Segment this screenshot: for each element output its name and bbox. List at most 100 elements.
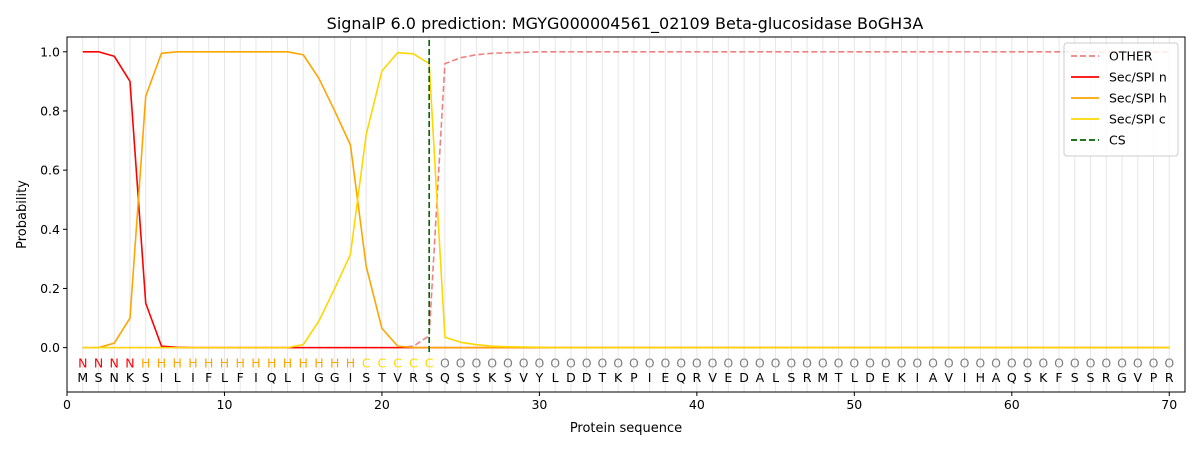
legend: OTHER Sec/SPI n Sec/SPI h Sec/SPI c CS: [1063, 42, 1179, 157]
region-label: O: [739, 355, 749, 370]
y-tick-label: 1.0: [40, 44, 60, 59]
y-axis-ticks: 0.0 0.2 0.4 0.6 0.8 1.0: [40, 44, 67, 355]
region-label: N: [110, 355, 119, 370]
region-label: H: [346, 355, 355, 370]
sequence-residue: I: [191, 370, 195, 385]
sequence-residue: K: [614, 370, 623, 385]
region-label: O: [582, 355, 592, 370]
sequence-residue: D: [582, 370, 592, 385]
sequence-residue: L: [174, 370, 181, 385]
sequence-residue: E: [661, 370, 669, 385]
region-label: O: [881, 355, 891, 370]
region-label: C: [378, 355, 387, 370]
sequence-residue: K: [1039, 370, 1048, 385]
region-label: O: [487, 355, 497, 370]
sequence-residue: A: [929, 370, 938, 385]
region-label: H: [298, 355, 307, 370]
region-label: O: [1038, 355, 1048, 370]
sequence-residue: S: [472, 370, 480, 385]
region-label: N: [94, 355, 103, 370]
sequence-residue: G: [330, 370, 340, 385]
sequence-residue: Q: [440, 370, 450, 385]
region-label: O: [629, 355, 639, 370]
region-label: O: [1023, 355, 1033, 370]
region-label: H: [236, 355, 245, 370]
x-tick-label: 50: [846, 397, 862, 412]
sequence-residue: I: [963, 370, 967, 385]
sequence-residue: M: [77, 370, 88, 385]
sequence-residue: I: [254, 370, 258, 385]
x-tick-label: 30: [531, 397, 547, 412]
sequence-residue: L: [851, 370, 858, 385]
x-tick-label: 40: [689, 397, 705, 412]
region-label: O: [534, 355, 544, 370]
sequence-residue: Q: [676, 370, 686, 385]
region-label: O: [708, 355, 718, 370]
chart-title: SignalP 6.0 prediction: MGYG000004561_02…: [327, 14, 924, 34]
sequence-residue: T: [834, 370, 843, 385]
series-lines: [82, 40, 1170, 354]
sequence-residue: S: [1087, 370, 1095, 385]
region-label: O: [834, 355, 844, 370]
series-line-sec-spi-c: [82, 51, 1170, 349]
sequence-residue: R: [693, 370, 702, 385]
grid-lines: [82, 37, 1170, 392]
sequence-residue: Q: [267, 370, 277, 385]
sequence-residue: T: [598, 370, 607, 385]
region-label: H: [204, 355, 213, 370]
region-label: H: [330, 355, 339, 370]
legend-label-sec-spi-c: Sec/SPI c: [1109, 112, 1166, 127]
sequence-residue: F: [1055, 370, 1062, 385]
sequence-residue: G: [314, 370, 324, 385]
region-label: O: [566, 355, 576, 370]
region-label: O: [471, 355, 481, 370]
legend-label-sec-spi-h: Sec/SPI h: [1109, 91, 1167, 106]
legend-label-cs: CS: [1109, 133, 1126, 148]
region-label: H: [188, 355, 197, 370]
region-label: C: [393, 355, 402, 370]
sequence-residue: P: [630, 370, 638, 385]
sequence-residue: D: [865, 370, 875, 385]
sequence-residue: S: [504, 370, 512, 385]
region-label: O: [928, 355, 938, 370]
sequence-residue: Y: [535, 370, 544, 385]
region-label: O: [676, 355, 686, 370]
sequence-residue: T: [377, 370, 386, 385]
sequence-residue: N: [110, 370, 119, 385]
y-tick-label: 0.4: [40, 222, 60, 237]
region-label: H: [220, 355, 229, 370]
region-label: O: [440, 355, 450, 370]
sequence-residue: R: [1165, 370, 1174, 385]
region-label: H: [267, 355, 276, 370]
sequence-residue: L: [552, 370, 559, 385]
region-label: C: [362, 355, 371, 370]
sequence-residue: S: [425, 370, 433, 385]
region-label: O: [456, 355, 466, 370]
sequence-residue: S: [1024, 370, 1032, 385]
region-label: O: [613, 355, 623, 370]
sequence-residue: S: [95, 370, 103, 385]
plot-frame: [66, 36, 1186, 393]
region-label: O: [912, 355, 922, 370]
sequence-residue: R: [409, 370, 418, 385]
region-label: O: [1070, 355, 1080, 370]
sequence-residue: L: [221, 370, 228, 385]
sequence-residue: P: [1150, 370, 1158, 385]
region-label: O: [755, 355, 765, 370]
region-label: O: [960, 355, 970, 370]
x-axis-ticks: 0 10 20 30 40 50 60 70: [63, 392, 1177, 412]
legend-label-other: OTHER: [1109, 49, 1153, 64]
region-label: O: [519, 355, 529, 370]
residue-labels: NMNSNNNKHSHIHLHIHFHLHFHIHQHLHIHGHGHICSCT…: [77, 355, 1174, 385]
sequence-residue: S: [1071, 370, 1079, 385]
sequence-residue: L: [284, 370, 291, 385]
sequence-residue: F: [205, 370, 212, 385]
sequence-residue: I: [349, 370, 353, 385]
sequence-residue: M: [817, 370, 828, 385]
legend-box: [1063, 42, 1179, 157]
sequence-residue: R: [803, 370, 812, 385]
sequence-residue: L: [772, 370, 779, 385]
sequence-residue: V: [945, 370, 954, 385]
